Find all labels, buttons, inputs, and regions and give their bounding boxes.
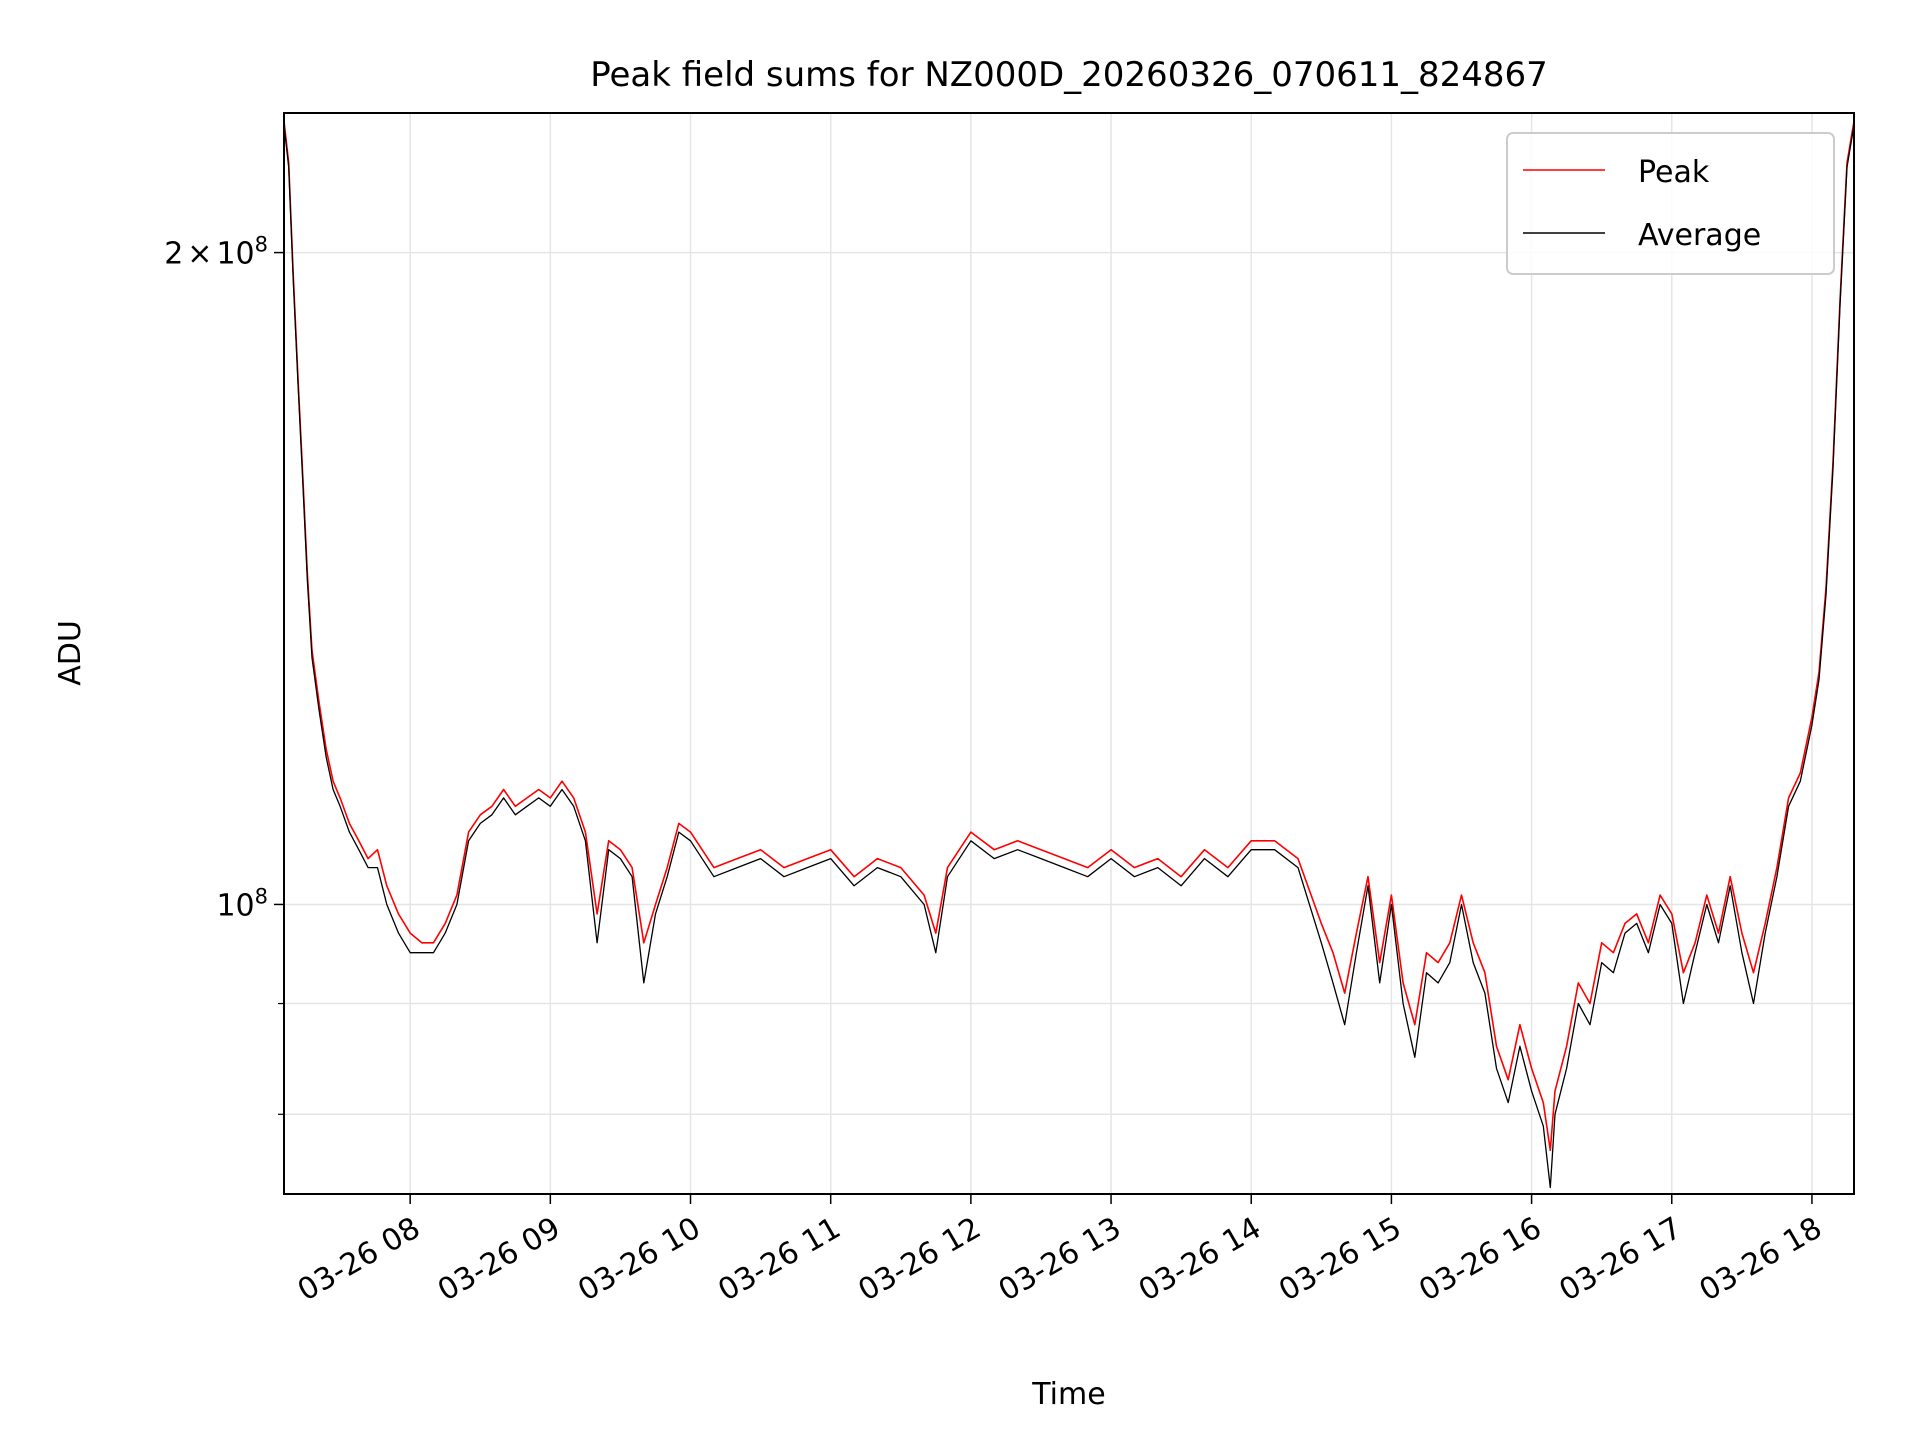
y-axis-label: ADU: [53, 620, 88, 686]
y-tick-label-part: 2: [164, 237, 183, 272]
plot-frame: [283, 112, 1855, 1195]
y-tick-exponent: 8: [255, 233, 268, 257]
y-tick-label: 2 × 108: [164, 233, 268, 272]
series-line-average: [283, 125, 1855, 1189]
chart-title: Peak field sums for NZ000D_20260326_0706…: [590, 55, 1548, 95]
x-axis-label: Time: [1031, 1377, 1105, 1412]
y-tick-label-part: ×: [187, 237, 212, 272]
y-tick-label: 108: [216, 884, 268, 923]
series-line-peak: [283, 120, 1855, 1152]
grid: [284, 113, 1854, 1194]
legend-peak-label: Peak: [1638, 155, 1710, 190]
legend-box: [1506, 132, 1835, 275]
y-tick-label-part: 10: [216, 237, 254, 272]
legend: Peak Average: [1506, 132, 1835, 275]
plot-lines: [283, 120, 1855, 1189]
y-tick-label-part: 10: [216, 888, 254, 923]
y-tick-exponent: 8: [255, 884, 268, 908]
legend-average-label: Average: [1638, 218, 1761, 253]
